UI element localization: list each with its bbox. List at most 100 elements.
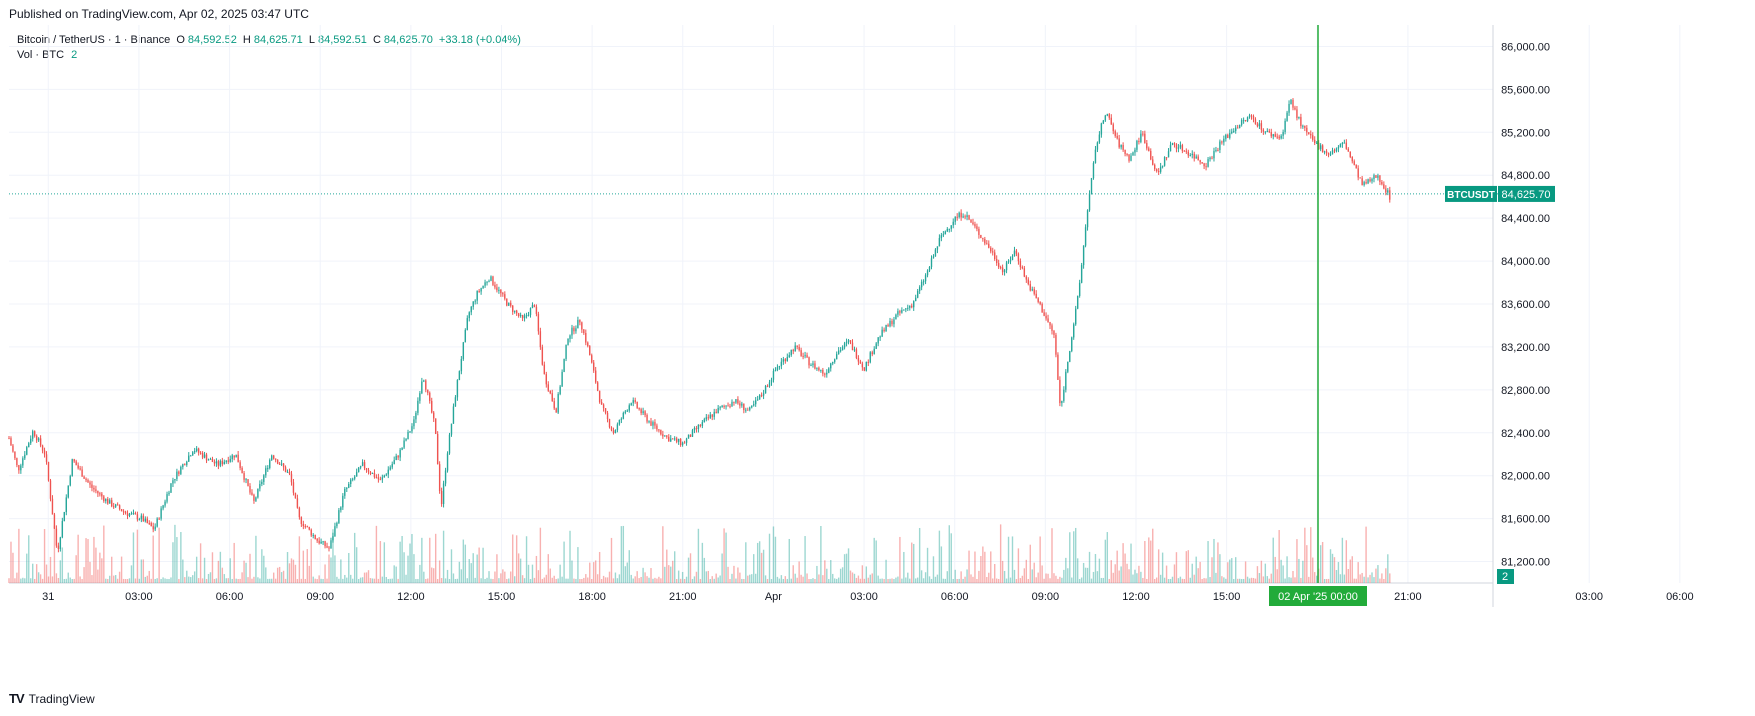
candle-body <box>1333 150 1336 152</box>
volume-bar <box>247 577 249 583</box>
volume-bar <box>610 537 613 583</box>
candle-body <box>867 361 869 363</box>
volume-bar <box>861 565 864 583</box>
volume-bar <box>760 552 763 583</box>
candle-body <box>105 498 107 502</box>
candle-body <box>1233 130 1235 132</box>
candle-body <box>251 492 253 495</box>
candle-body <box>652 422 654 426</box>
candle-body <box>822 369 824 374</box>
volume-bar <box>130 565 133 583</box>
tradingview-brand[interactable]: TV TradingView <box>9 691 95 706</box>
candle-body <box>954 216 956 222</box>
volume-bar <box>245 562 247 583</box>
volume-bar <box>1225 578 1227 583</box>
volume-bar <box>1375 568 1377 583</box>
change-value: +33.18 (+0.04%) <box>438 34 521 46</box>
volume-bar <box>132 532 135 583</box>
x-axis-tick-label: Apr <box>765 591 782 603</box>
volume-bar <box>806 573 808 583</box>
volume-label[interactable]: Vol · BTC <box>17 49 65 61</box>
candle-body <box>1355 164 1357 169</box>
candle-body <box>758 395 761 400</box>
volume-bar <box>1302 560 1304 583</box>
candle-body <box>1248 115 1251 118</box>
candle-body <box>197 448 200 453</box>
candle-body <box>328 547 330 549</box>
volume-bar <box>49 556 52 583</box>
volume-bar <box>1331 553 1334 583</box>
symbol-tag-label: BTCUSDT <box>1447 190 1495 201</box>
candle-body <box>12 445 14 452</box>
volume-bar <box>547 554 549 583</box>
candle-body <box>158 518 160 520</box>
volume-bar <box>1150 540 1152 583</box>
volume-bar <box>1065 557 1067 583</box>
volume-bar <box>456 578 459 583</box>
crosshair-time-label: 02 Apr '25 00:00 <box>1278 591 1358 603</box>
candle-body <box>1019 261 1022 268</box>
volume-bar <box>43 529 46 583</box>
volume-bar <box>747 575 749 583</box>
candle-body <box>824 373 826 375</box>
volume-bar <box>792 565 794 583</box>
candle-body <box>130 513 133 515</box>
candle-body <box>1029 284 1031 291</box>
volume-bar <box>1262 576 1265 583</box>
volume-bar <box>160 578 162 583</box>
candle-body <box>826 372 828 375</box>
volume-bar <box>784 576 787 583</box>
y-axis-tick-label: 85,200.00 <box>1501 127 1550 139</box>
candle-body <box>677 438 680 442</box>
candle-body <box>363 462 366 469</box>
volume-bar <box>978 570 980 583</box>
volume-bar <box>701 542 704 583</box>
candle-body <box>741 403 743 406</box>
volume-bar <box>217 560 220 583</box>
volume-bar <box>446 569 449 583</box>
volume-bar <box>604 577 607 583</box>
symbol-label[interactable]: Bitcoin / TetherUS · 1 · Binance <box>17 34 171 46</box>
volume-bar <box>830 560 832 583</box>
candle-body <box>585 333 587 343</box>
candle-body <box>1003 270 1006 273</box>
volume-bar <box>1272 537 1274 583</box>
candle-body <box>934 249 937 257</box>
candle-body <box>1071 337 1073 352</box>
candle-body <box>796 345 798 347</box>
volume-bar <box>1357 562 1359 583</box>
volume-bar <box>1195 556 1197 583</box>
candle-body <box>267 468 269 470</box>
candle-body <box>41 445 44 451</box>
volume-bar <box>1229 559 1231 583</box>
volume-bar <box>1207 541 1209 583</box>
candle-body <box>565 345 567 359</box>
candle-body <box>672 438 674 440</box>
volume-bar <box>1244 561 1247 583</box>
volume-bar <box>255 535 257 583</box>
candle-body <box>772 370 775 380</box>
candle-body <box>668 436 670 442</box>
candle-body <box>1171 143 1174 145</box>
candle-body <box>664 435 666 437</box>
volume-bar <box>81 578 83 583</box>
volume-bar <box>294 564 297 583</box>
candle-body <box>729 405 731 407</box>
candle-body <box>1031 289 1033 291</box>
candle-body <box>1047 318 1049 323</box>
candle-body <box>1195 156 1197 159</box>
candle-body <box>397 455 399 458</box>
published-info: Published on TradingView.com, Apr 02, 20… <box>9 7 309 21</box>
candle-body <box>865 361 868 371</box>
candle-body <box>938 238 941 247</box>
volume-bar <box>1116 550 1118 583</box>
x-axis-tick-label: 15:00 <box>1213 591 1241 603</box>
candle-body <box>172 480 174 484</box>
volume-bar <box>326 578 328 583</box>
volume-bar <box>984 551 986 583</box>
volume-bar <box>371 578 374 583</box>
candle-body <box>936 246 939 250</box>
volume-bar <box>1120 566 1122 583</box>
volume-bar <box>474 577 476 583</box>
